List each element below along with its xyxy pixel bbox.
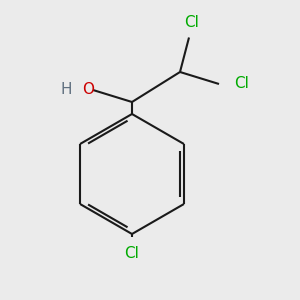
Text: H: H: [61, 82, 72, 98]
Text: Cl: Cl: [184, 15, 200, 30]
Text: O: O: [82, 82, 94, 98]
Text: Cl: Cl: [234, 76, 249, 92]
Text: Cl: Cl: [124, 246, 140, 261]
